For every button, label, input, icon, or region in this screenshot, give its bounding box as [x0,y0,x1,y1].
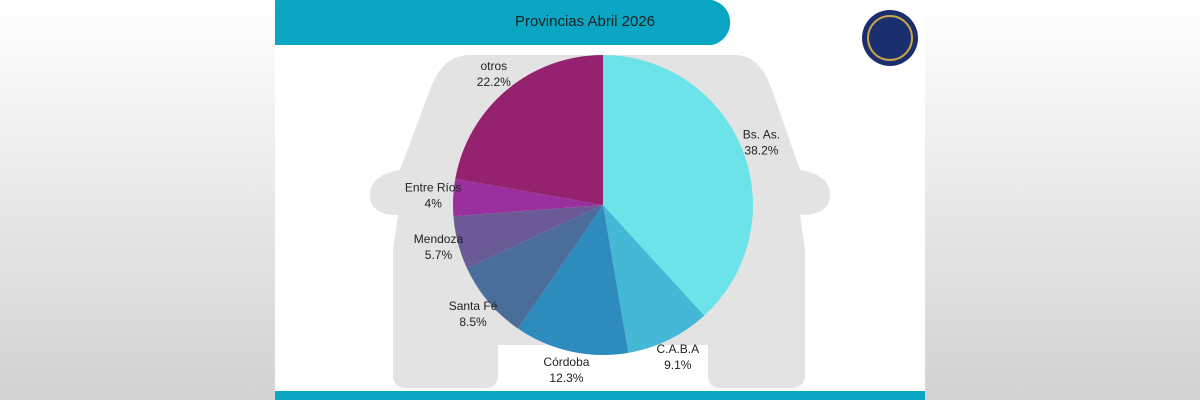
chart-title: Provincias Abril 2026 [515,13,655,30]
value-label: 8.5% [459,315,487,329]
pie-slice [603,55,753,316]
value-label: 4% [425,197,443,211]
value-label: 22.2% [477,75,511,89]
pie-slice [453,205,603,269]
slice-label: C.A.B.A [656,342,699,356]
slice-label: otros [480,59,507,73]
value-label: 12.3% [549,371,583,385]
header-bar [275,0,731,45]
value-label: 9.1% [664,358,692,372]
slice-label: Entre Ríos [405,181,462,195]
slice-label: Santa Fé [449,299,498,313]
value-label: 5.7% [425,248,453,262]
slice-label: Bs. As. [743,128,780,142]
slice-label: Córdoba [543,355,589,369]
pie-slice [466,205,603,329]
pie-slice [455,55,603,205]
slice-label: Mendoza [414,232,464,246]
value-label: 38.2% [744,144,778,158]
pie-slice [453,178,603,217]
logo [862,10,918,66]
footer-bar [275,391,925,400]
pie-slice [517,205,629,355]
pie-slice [603,205,705,353]
